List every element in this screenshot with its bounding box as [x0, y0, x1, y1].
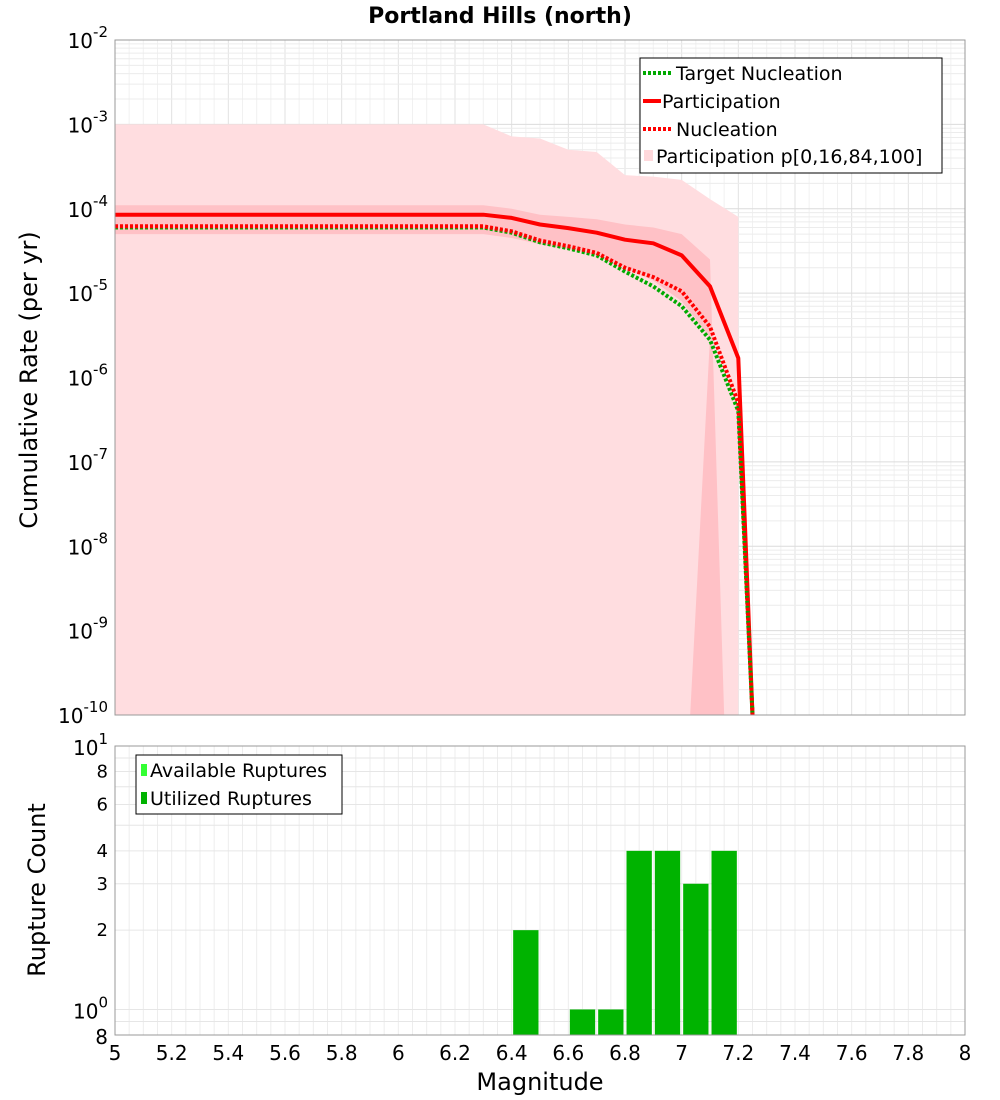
bottom-plot-frame — [114, 745, 966, 1036]
top-y-tick-label: 10-8 — [68, 529, 108, 559]
series-line-participation — [115, 212, 755, 716]
bottom-y-axis-label: Rupture Count — [23, 803, 51, 977]
top-y-tick-label: 10-9 — [68, 614, 108, 644]
top-y-tick-label: 10-2 — [68, 23, 108, 53]
top-y-tick-labels: 10-10 10-9 10-8 10-7 10-6 10-5 10-4 10-3 10-2 — [58, 23, 108, 728]
legend-label-utilized-ruptures: Utilized Ruptures — [150, 788, 312, 810]
x-tick-label: 7.8 — [892, 1041, 924, 1065]
x-tick-label: 6.2 — [439, 1041, 471, 1065]
top-y-tick-label: 10-4 — [68, 192, 108, 222]
x-tick-label: 5 — [109, 1041, 122, 1065]
bar-utilized-ruptures — [683, 883, 709, 1035]
top-y-tick-label: 10-10 — [58, 698, 108, 728]
bottom-plot-bars — [513, 850, 737, 1035]
bar-utilized-ruptures — [654, 850, 681, 1035]
bottom-y-tick-label: 8 — [95, 1025, 108, 1049]
bottom-y-tick-label: 101 — [73, 730, 108, 760]
x-tick-label: 6.4 — [496, 1041, 528, 1065]
legend-swatch-available-ruptures — [141, 764, 147, 776]
bar-utilized-ruptures — [569, 1009, 596, 1035]
top-plot-lines — [115, 212, 755, 716]
top-y-axis-label: Cumulative Rate (per yr) — [15, 231, 43, 529]
bottom-y-tick-label: 4 — [97, 841, 108, 862]
bar-utilized-ruptures — [513, 930, 539, 1035]
x-tick-label: 5.2 — [156, 1041, 188, 1065]
top-y-tick-label: 10-7 — [68, 445, 108, 475]
band-min-max — [115, 124, 739, 715]
chart-title: Portland Hills (north) — [368, 4, 632, 29]
top-y-tick-label: 10-3 — [68, 107, 108, 137]
x-tick-label: 7.4 — [779, 1041, 811, 1065]
x-tick-label: 6.6 — [552, 1041, 584, 1065]
bottom-legend-box — [135, 754, 343, 815]
bar-utilized-ruptures — [626, 850, 652, 1035]
x-tick-label: 5.6 — [269, 1041, 301, 1065]
band-p16-p84 — [115, 205, 725, 715]
x-tick-label: 7.2 — [722, 1041, 754, 1065]
bottom-y-tick-label: 2 — [97, 920, 108, 941]
legend-label-nucleation: Nucleation — [676, 119, 778, 141]
bottom-y-tick-label: 100 — [73, 993, 108, 1023]
bottom-legend: Available Ruptures Utilized Ruptures — [135, 754, 343, 815]
series-line-nucleation — [115, 224, 755, 716]
x-tick-label: 7 — [675, 1041, 688, 1065]
legend-label-available-ruptures: Available Ruptures — [150, 760, 327, 782]
bar-utilized-ruptures — [598, 1009, 624, 1035]
legend-swatch-participation-band — [644, 150, 653, 161]
legend-label-participation: Participation — [662, 91, 781, 113]
x-tick-label: 8 — [959, 1041, 972, 1065]
x-tick-label: 6 — [392, 1041, 405, 1065]
bottom-y-tick-label: 8 — [97, 762, 108, 783]
top-legend-box — [639, 57, 943, 174]
top-plot-frame — [114, 39, 966, 716]
legend-swatch-utilized-ruptures — [141, 792, 147, 804]
x-tick-label: 5.8 — [326, 1041, 358, 1065]
top-y-tick-label: 10-6 — [68, 361, 108, 391]
bottom-y-tick-label: 6 — [97, 794, 108, 815]
x-axis-label: Magnitude — [476, 1068, 603, 1096]
legend-label-participation-band: Participation p[0,16,84,100] — [656, 146, 922, 168]
x-tick-labels: 5 5.2 5.4 5.6 5.8 6 6.2 6.4 6.6 6.8 7 7.2 7.4 7.6 7.8 8 — [109, 1041, 972, 1065]
x-tick-label: 6.8 — [609, 1041, 641, 1065]
x-tick-label: 5.4 — [212, 1041, 244, 1065]
bar-utilized-ruptures — [711, 850, 737, 1035]
top-legend: Target Nucleation Participation Nucleati… — [639, 57, 943, 174]
legend-label-target-nucleation: Target Nucleation — [675, 63, 843, 85]
top-y-tick-label: 10-5 — [68, 276, 108, 306]
bottom-y-tick-label: 3 — [97, 874, 108, 895]
participation-band — [115, 124, 739, 715]
x-tick-label: 7.6 — [836, 1041, 868, 1065]
